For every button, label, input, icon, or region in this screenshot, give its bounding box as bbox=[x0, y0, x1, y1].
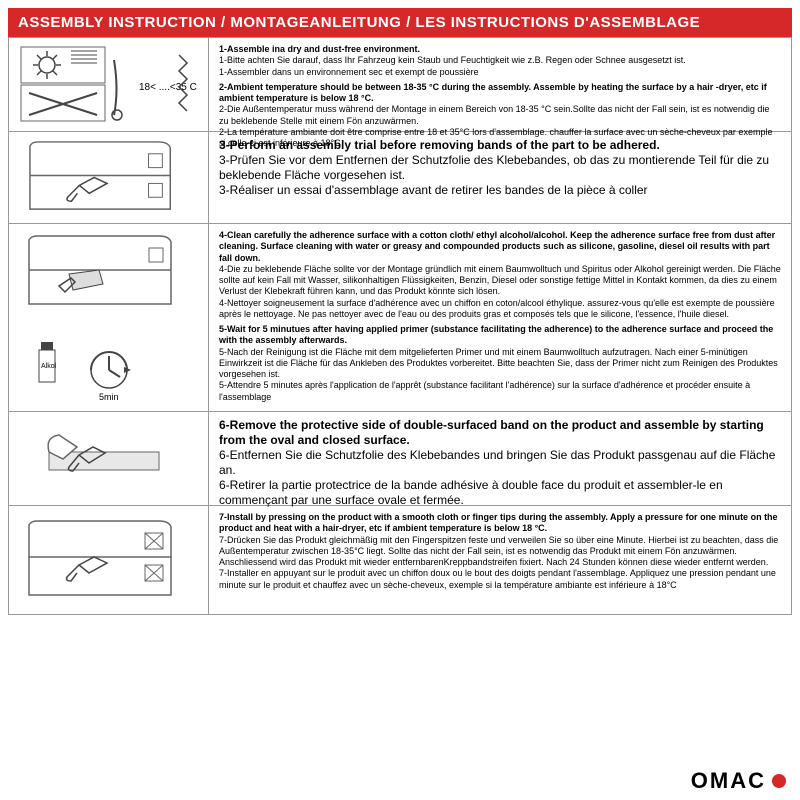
step-line: 1-Assembler dans un environnement sec et… bbox=[219, 67, 479, 77]
instruction-row: 3-Perform an assembly trial before remov… bbox=[9, 132, 791, 224]
step-line: 3-Prüfen Sie vor dem Entfernen der Schut… bbox=[219, 153, 769, 182]
step-line: 2-Die Außentemperatur muss während der M… bbox=[219, 104, 769, 125]
step-line: 6-Retirer la partie protectrice de la ba… bbox=[219, 478, 723, 507]
step: 3-Perform an assembly trial before remov… bbox=[219, 138, 781, 198]
step-line: 3-Réaliser un essai d'assemblage avant d… bbox=[219, 183, 648, 197]
instruction-text: 3-Perform an assembly trial before remov… bbox=[209, 132, 791, 223]
svg-text:5min: 5min bbox=[99, 392, 119, 402]
brand-footer: OMAC bbox=[691, 768, 786, 794]
step-bold: 3-Perform an assembly trial before remov… bbox=[219, 138, 660, 152]
instruction-row: Alkol 5min 4-Clean carefully the adheren… bbox=[9, 224, 791, 412]
instruction-row: 6-Remove the protective side of double-s… bbox=[9, 412, 791, 506]
svg-text:18< ....<35 C: 18< ....<35 C bbox=[139, 82, 197, 93]
svg-text:Alkol: Alkol bbox=[41, 363, 57, 370]
peel-tape-icon bbox=[19, 417, 199, 501]
press-install-icon bbox=[19, 511, 199, 609]
step: 6-Remove the protective side of double-s… bbox=[219, 418, 781, 508]
illustration-cell: Alkol 5min bbox=[9, 224, 209, 411]
step-bold: 7-Install by pressing on the product wit… bbox=[219, 512, 778, 533]
step: 4-Clean carefully the adherence surface … bbox=[219, 230, 781, 320]
instruction-table: 18< ....<35 C 1-Assemble ina dry and dus… bbox=[8, 37, 792, 615]
step-line: 1-Bitte achten Sie darauf, dass Ihr Fahr… bbox=[219, 55, 686, 65]
illustration-cell bbox=[9, 506, 209, 614]
step: 1-Assemble ina dry and dust-free environ… bbox=[219, 44, 781, 78]
step-line: 7-Drücken Sie das Produkt gleichmäßig mi… bbox=[219, 535, 778, 568]
instruction-text: 1-Assemble ina dry and dust-free environ… bbox=[209, 38, 791, 131]
step-bold: 6-Remove the protective side of double-s… bbox=[219, 418, 764, 447]
step-line: 4-Die zu beklebende Fläche sollte vor de… bbox=[219, 264, 781, 297]
step-line: 6-Entfernen Sie die Schutzfolie des Kleb… bbox=[219, 448, 775, 477]
step-line: 5-Attendre 5 minutes après l'application… bbox=[219, 380, 750, 401]
sun-snow-icon: 18< ....<35 C bbox=[19, 45, 199, 125]
illustration-cell: 18< ....<35 C bbox=[9, 38, 209, 131]
instruction-row: 7-Install by pressing on the product wit… bbox=[9, 506, 791, 614]
brand-text: OMAC bbox=[691, 768, 766, 794]
step-bold: 2-Ambient temperature should be between … bbox=[219, 82, 767, 103]
clean-wait-icon: Alkol 5min bbox=[19, 230, 199, 406]
step-bold: 1-Assemble ina dry and dust-free environ… bbox=[219, 44, 420, 54]
step-line: 5-Nach der Reinigung ist die Fläche mit … bbox=[219, 347, 778, 380]
illustration-cell bbox=[9, 412, 209, 505]
step-bold: 4-Clean carefully the adherence surface … bbox=[219, 230, 775, 263]
instruction-text: 7-Install by pressing on the product wit… bbox=[209, 506, 791, 614]
instruction-row: 18< ....<35 C 1-Assemble ina dry and dus… bbox=[9, 38, 791, 132]
step-line: 4-Nettoyer soigneusement la surface d'ad… bbox=[219, 298, 775, 319]
step: 5-Wait for 5 minutues after having appli… bbox=[219, 324, 781, 403]
instruction-text: 4-Clean carefully the adherence surface … bbox=[209, 224, 791, 411]
instruction-text: 6-Remove the protective side of double-s… bbox=[209, 412, 791, 505]
header-title: ASSEMBLY INSTRUCTION / MONTAGEANLEITUNG … bbox=[18, 14, 700, 31]
brand-dot-icon bbox=[772, 774, 786, 788]
header-bar: ASSEMBLY INSTRUCTION / MONTAGEANLEITUNG … bbox=[8, 8, 792, 37]
van-rear-icon bbox=[19, 136, 199, 219]
step-line: 7-Installer en appuyant sur le produit a… bbox=[219, 568, 776, 589]
step-bold: 5-Wait for 5 minutues after having appli… bbox=[219, 324, 773, 345]
step: 7-Install by pressing on the product wit… bbox=[219, 512, 781, 591]
illustration-cell bbox=[9, 132, 209, 223]
